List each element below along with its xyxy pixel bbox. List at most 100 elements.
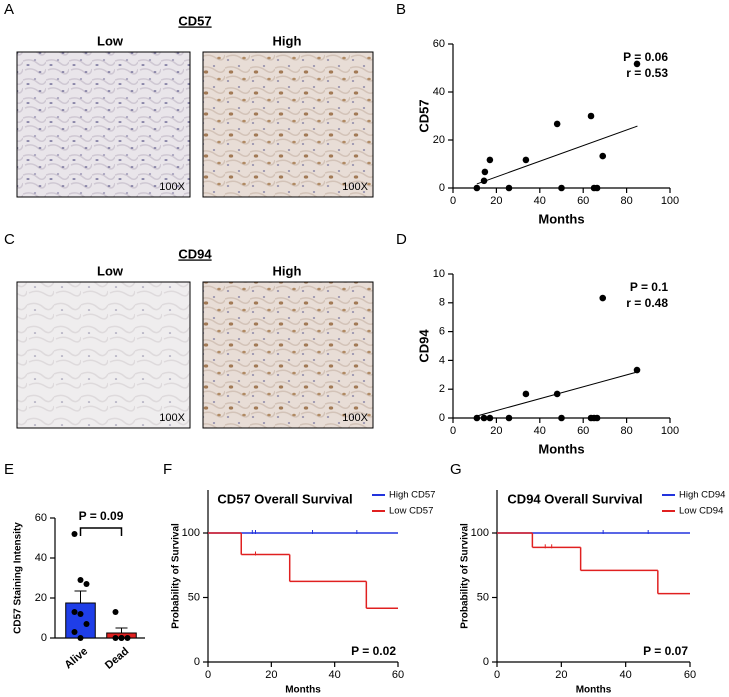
y-tick-label: 20 (433, 134, 445, 146)
x-tick-label: Dead (103, 645, 131, 671)
x-tick-label: 40 (329, 669, 341, 681)
significance-bracket (79, 527, 123, 536)
point (77, 611, 84, 617)
annotation: r = 0.53 (626, 66, 668, 80)
point (112, 609, 119, 615)
image-panels: CD57 Low High 100X 100X CD94 Low High 10… (16, 13, 374, 429)
x-tick-label: 20 (490, 195, 502, 207)
micrograph-low (16, 281, 191, 429)
point (118, 635, 125, 641)
x-tick-label: 0 (450, 195, 456, 207)
point (593, 414, 601, 422)
point (587, 112, 595, 120)
trend-line (476, 125, 638, 185)
point (558, 414, 565, 422)
y-tick-label: 60 (35, 512, 47, 524)
y-tick-label: 100 (471, 527, 489, 539)
y-axis-label: Probability of Survival (460, 523, 471, 629)
annotation: P = 0.1 (630, 280, 668, 294)
chart-title: CD57 Overall Survival (217, 491, 352, 506)
y-tick-label: 8 (439, 297, 445, 309)
stain-title: CD94 (178, 246, 212, 261)
x-tick-label: 100 (661, 425, 679, 437)
x-tick-label: 20 (555, 669, 567, 681)
point (71, 629, 78, 635)
point (124, 635, 131, 641)
x-axis-label: Months (285, 685, 321, 696)
annotation: P = 0.02 (351, 644, 396, 658)
y-tick-label: 6 (439, 326, 445, 338)
y-tick-label: 60 (433, 38, 445, 50)
point (71, 531, 78, 537)
point (480, 414, 488, 422)
image-label: High (273, 33, 302, 48)
point (553, 120, 561, 128)
magnification: 100X (342, 412, 368, 424)
y-tick-label: 0 (483, 656, 489, 668)
micrograph-high (202, 281, 374, 429)
y-tick-label: 0 (439, 412, 445, 424)
point (599, 294, 607, 302)
image-label: Low (97, 33, 124, 48)
y-axis-label: CD57 Staining Intensity (13, 522, 24, 634)
y-tick-label: 2 (439, 383, 445, 395)
bar (65, 602, 96, 639)
point (473, 184, 481, 192)
annotation: P = 0.09 (79, 509, 124, 523)
legend-label: High CD94 (679, 490, 725, 501)
x-axis-label: Months (538, 441, 584, 456)
point (486, 156, 494, 164)
point (633, 60, 641, 68)
stain-title: CD57 (178, 13, 211, 28)
panel-letter: F (163, 461, 172, 478)
point (77, 577, 84, 583)
x-tick-label: Alive (62, 645, 90, 671)
x-tick-label: 40 (534, 425, 546, 437)
image-label: Low (97, 263, 124, 278)
panel-letter: A (4, 1, 14, 18)
panel-letter: D (396, 231, 407, 248)
point (522, 390, 530, 398)
y-tick-label: 40 (433, 86, 445, 98)
y-tick-label: 100 (182, 527, 200, 539)
y-tick-label: 20 (35, 592, 47, 604)
x-tick-label: 80 (620, 425, 632, 437)
annotation: r = 0.48 (626, 296, 668, 310)
annotation: P = 0.07 (643, 644, 688, 658)
annotation: P = 0.06 (623, 50, 668, 64)
x-tick-label: 0 (494, 669, 500, 681)
y-axis-label: Probability of Survival (171, 523, 182, 629)
y-axis-label: CD57 (416, 99, 431, 132)
x-tick-label: 20 (490, 425, 502, 437)
point (83, 581, 90, 587)
magnification: 100X (342, 181, 368, 193)
legend-label: Low CD94 (679, 506, 723, 517)
point (505, 184, 513, 192)
point (558, 184, 565, 192)
chart-title: CD94 Overall Survival (507, 491, 642, 506)
point (112, 635, 119, 641)
point (505, 414, 513, 422)
image-label: High (273, 263, 302, 278)
y-tick-label: 10 (433, 268, 445, 280)
panel-letter: B (396, 1, 406, 18)
point (486, 414, 494, 422)
magnification: 100X (159, 181, 185, 193)
x-tick-label: 80 (620, 195, 632, 207)
y-axis-label: CD94 (416, 329, 431, 363)
x-tick-label: 60 (577, 195, 589, 207)
x-tick-label: 60 (684, 669, 696, 681)
point (593, 184, 601, 192)
micrograph-high (202, 51, 374, 198)
x-axis-label: Months (538, 211, 584, 226)
point (83, 621, 90, 627)
x-tick-label: 0 (450, 425, 456, 437)
y-tick-label: 4 (439, 354, 445, 366)
x-tick-label: 40 (534, 195, 546, 207)
x-tick-label: 100 (661, 195, 679, 207)
y-tick-label: 0 (41, 632, 47, 644)
point (633, 366, 641, 374)
panel-letter: E (4, 461, 14, 478)
x-tick-label: 60 (392, 669, 404, 681)
